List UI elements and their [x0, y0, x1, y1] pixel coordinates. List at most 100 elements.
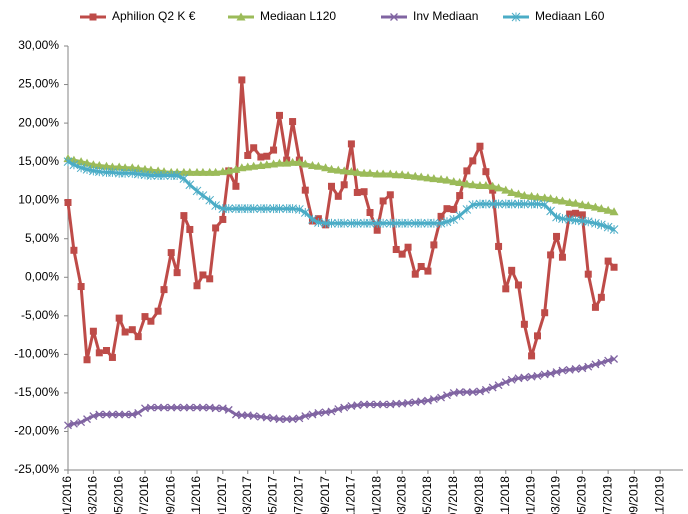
marker-square	[443, 205, 451, 213]
marker-triangle	[288, 157, 298, 166]
marker-x	[404, 398, 413, 407]
marker-square	[102, 347, 110, 355]
legend-label: Mediaan L60	[535, 9, 605, 23]
marker	[180, 212, 188, 220]
marker-triangle	[609, 207, 619, 216]
marker-x	[481, 385, 490, 394]
marker	[89, 412, 98, 420]
marker-square	[514, 281, 522, 289]
marker	[95, 410, 104, 419]
marker-x	[597, 358, 606, 367]
x-tick-label: 1/01/2018	[369, 476, 383, 514]
marker	[455, 211, 465, 221]
marker	[410, 171, 420, 180]
marker	[282, 415, 291, 424]
marker-square	[508, 266, 516, 274]
y-tick-label: 0,00%	[25, 269, 59, 283]
marker	[494, 183, 504, 192]
marker	[275, 111, 283, 119]
marker	[578, 364, 587, 373]
marker	[249, 161, 259, 170]
marker	[121, 410, 130, 419]
marker-x	[546, 369, 555, 378]
marker-triangle	[583, 201, 593, 210]
marker-square	[121, 328, 129, 336]
marker-asterisk	[558, 214, 567, 224]
marker	[468, 200, 478, 210]
marker-square	[206, 275, 214, 283]
marker	[520, 199, 529, 209]
marker	[481, 199, 491, 209]
marker-square	[70, 246, 78, 254]
marker	[353, 188, 361, 196]
marker	[443, 205, 451, 213]
marker	[416, 218, 426, 228]
marker	[211, 167, 221, 176]
marker-x	[520, 373, 529, 382]
marker	[501, 378, 510, 387]
legend-label: Inv Mediaan	[413, 9, 478, 23]
marker-x	[185, 403, 194, 412]
x-tick-label: 1/09/2017	[318, 476, 332, 514]
marker	[289, 118, 297, 126]
marker	[95, 349, 103, 357]
marker	[392, 246, 400, 254]
marker-triangle	[481, 181, 491, 190]
marker	[64, 198, 72, 206]
marker	[154, 307, 162, 315]
series-line	[67, 357, 615, 427]
marker	[482, 168, 490, 176]
marker	[373, 400, 382, 409]
marker-triangle	[475, 181, 485, 190]
marker	[89, 13, 97, 21]
marker	[211, 201, 220, 211]
marker	[339, 166, 349, 175]
marker-asterisk	[603, 222, 613, 232]
marker-asterisk	[511, 12, 521, 22]
y-tick-label: 10,00%	[18, 192, 59, 206]
marker	[262, 204, 272, 214]
marker	[360, 188, 368, 196]
marker	[553, 232, 561, 240]
marker	[127, 163, 137, 172]
marker	[591, 303, 599, 311]
marker	[507, 199, 517, 209]
marker	[249, 204, 259, 214]
marker	[327, 407, 336, 416]
marker	[102, 347, 110, 355]
marker-x	[392, 399, 401, 408]
marker-square	[547, 251, 555, 259]
marker	[572, 209, 580, 217]
y-tick-label: 30,00%	[18, 38, 59, 52]
marker	[392, 399, 401, 408]
marker	[528, 352, 536, 360]
marker-triangle	[346, 167, 356, 176]
x-tick-label: 1/09/2016	[163, 476, 177, 514]
marker	[224, 405, 233, 414]
marker	[527, 191, 537, 200]
marker-x	[462, 388, 471, 397]
marker-x	[262, 413, 271, 422]
marker	[198, 167, 208, 176]
marker	[462, 388, 471, 397]
marker	[114, 162, 124, 171]
marker-square	[553, 232, 561, 240]
marker-x	[571, 365, 580, 373]
marker	[224, 204, 234, 214]
marker-x	[558, 366, 567, 375]
marker	[212, 224, 220, 232]
marker-triangle	[494, 183, 504, 192]
marker	[327, 164, 337, 173]
x-tick-label: 1/03/2018	[394, 476, 408, 514]
marker	[604, 257, 612, 265]
marker-square	[541, 309, 549, 317]
marker-x	[455, 388, 464, 397]
marker-square	[83, 356, 91, 364]
marker	[366, 209, 374, 217]
marker	[108, 410, 117, 419]
marker	[308, 214, 317, 224]
marker	[430, 241, 438, 249]
x-tick-label: 1/11/2017	[344, 476, 358, 514]
marker	[390, 13, 398, 21]
